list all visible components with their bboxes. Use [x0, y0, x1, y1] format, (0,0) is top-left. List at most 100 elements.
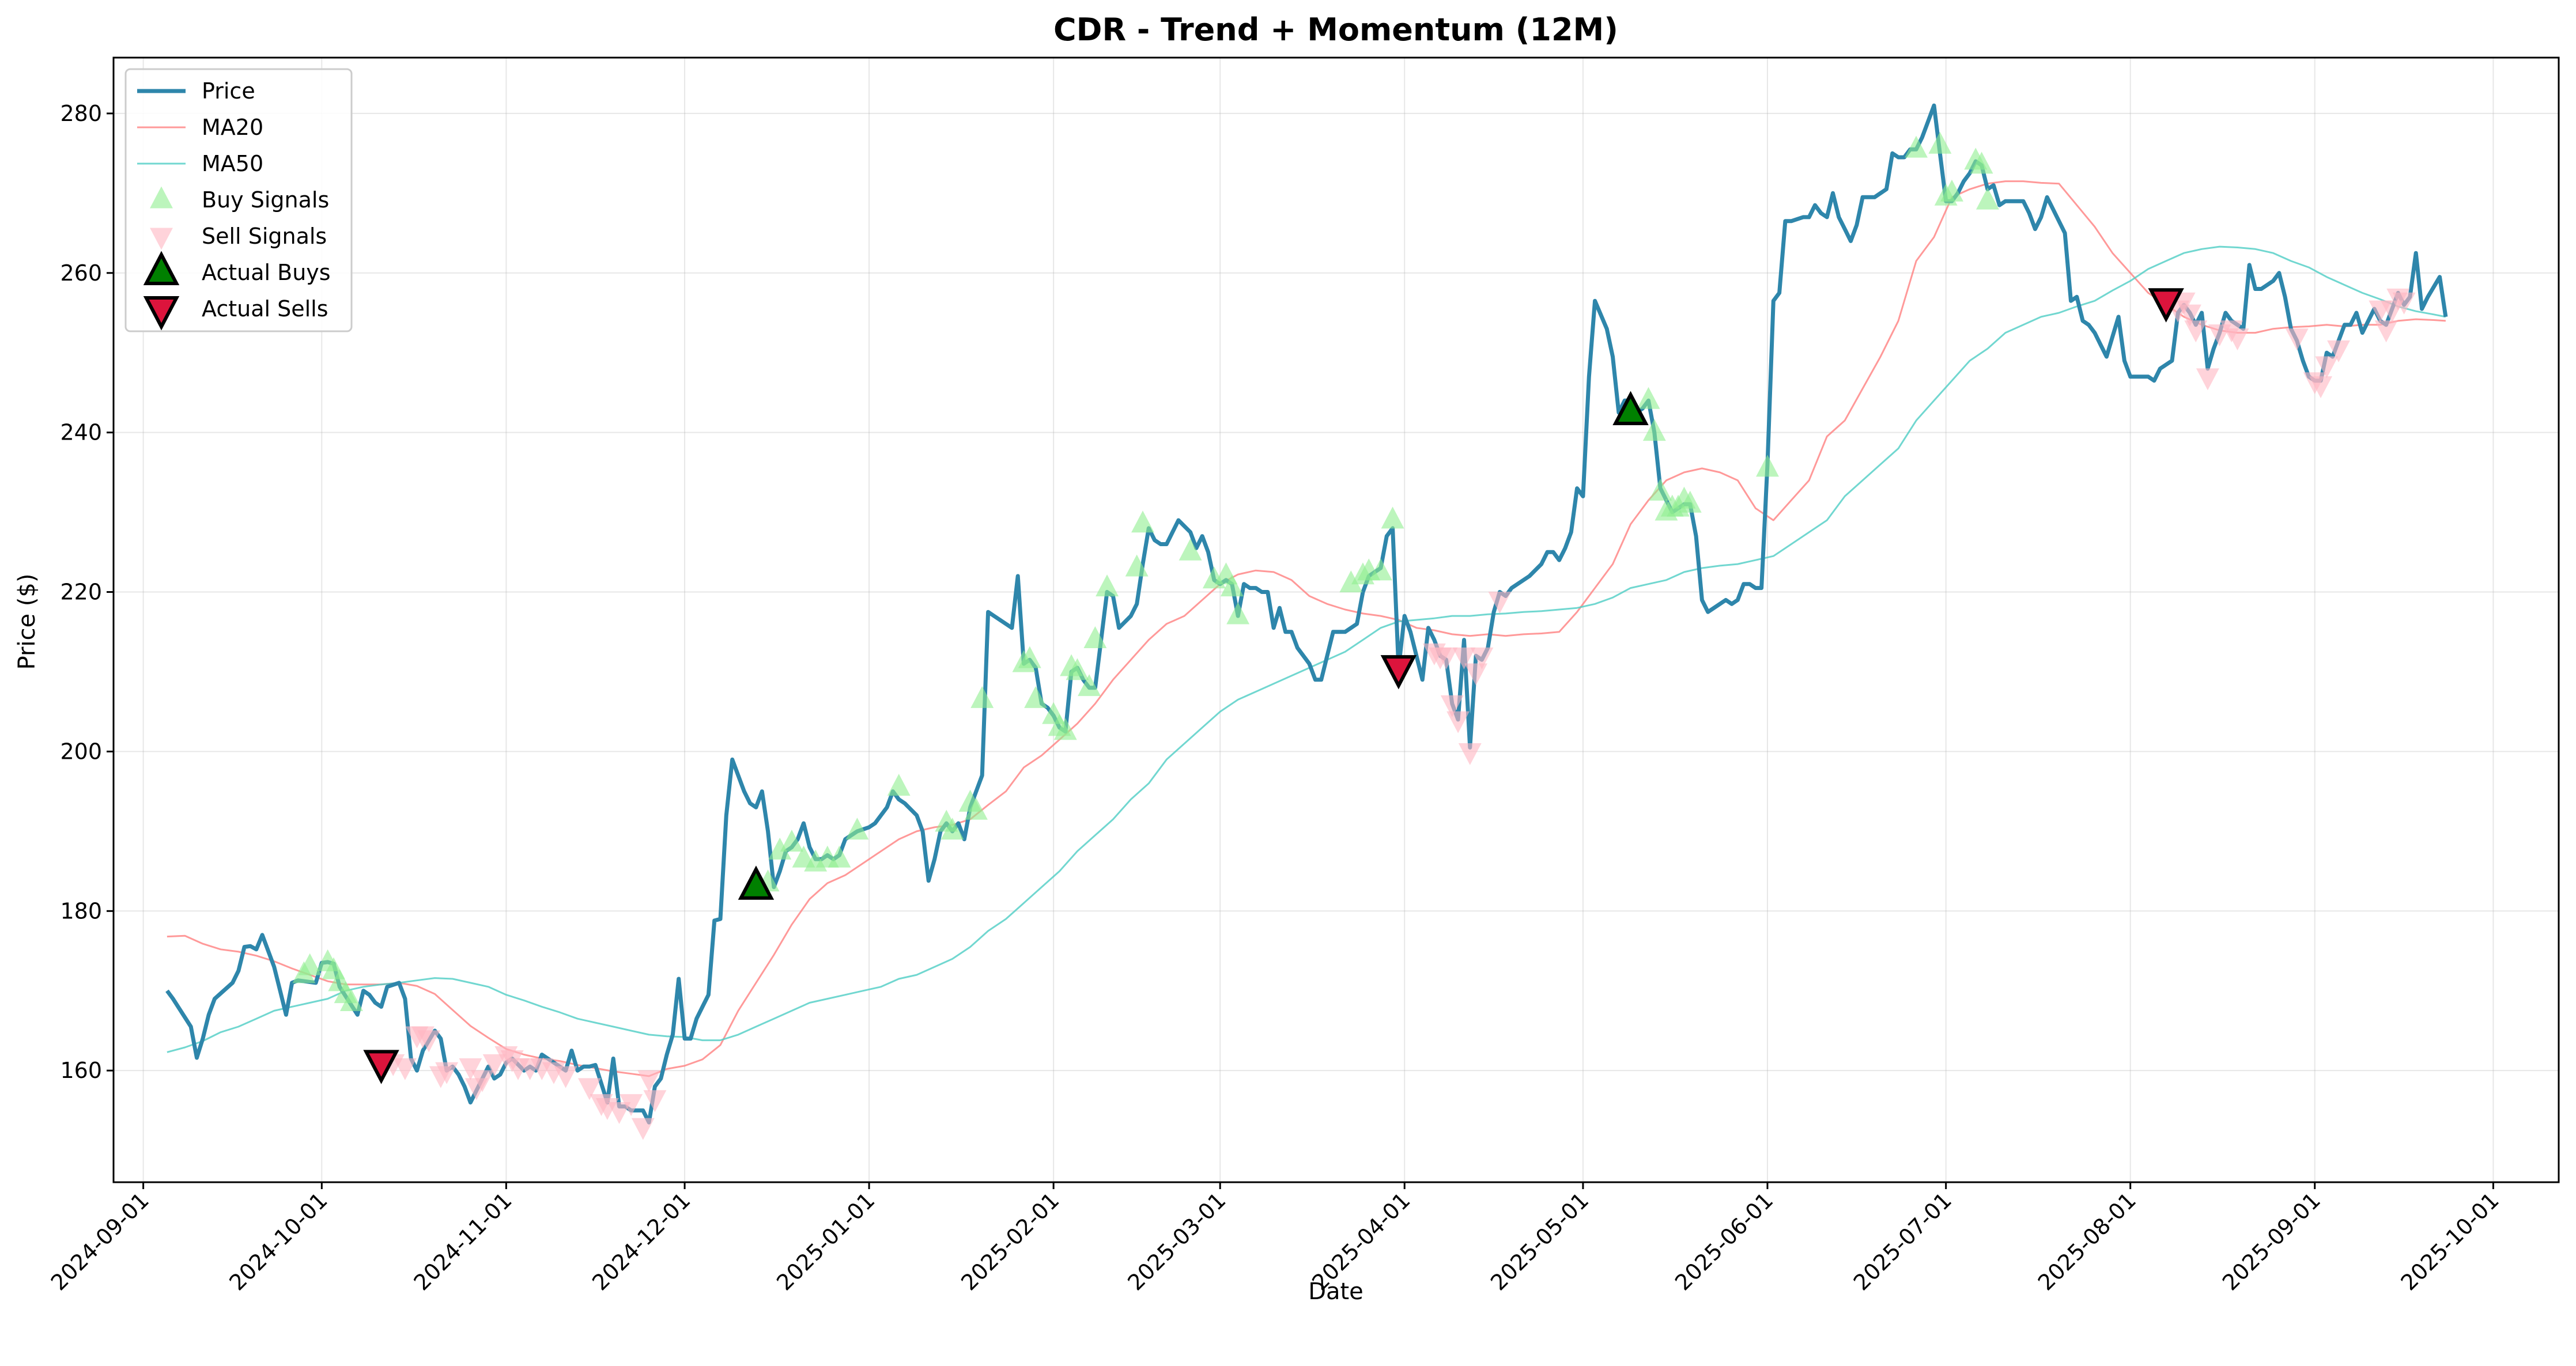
sell-signal-marker: [417, 1030, 441, 1053]
buy-signal-marker: [1131, 510, 1154, 533]
sell-signal-marker: [2178, 304, 2201, 327]
legend-swatch-sell-signals: [150, 228, 173, 250]
legend-box: [124, 68, 353, 332]
buy-signal-marker: [1018, 646, 1041, 668]
sell-signal-marker: [1458, 743, 1482, 765]
sell-signal-marker: [1434, 647, 1458, 669]
y-tick-label: 240: [60, 420, 102, 445]
sell-signal-marker: [577, 1078, 601, 1100]
y-tick-label: 180: [60, 898, 102, 924]
legend-label: Actual Sells: [202, 296, 328, 321]
buy-signal-marker: [780, 830, 803, 852]
y-tick-label: 280: [60, 101, 102, 126]
actual-sell-marker: [363, 1050, 399, 1084]
sell-signal-marker: [607, 1102, 631, 1124]
grid: [114, 58, 2559, 1182]
legend-label: Actual Buys: [202, 260, 331, 285]
actual-sell-marker: [2148, 288, 2184, 323]
buy-signal-marker: [1928, 131, 1952, 154]
buy-signal-marker: [1220, 574, 1244, 597]
buy-signal-marker: [1976, 187, 1999, 210]
sell-signal-marker: [2309, 376, 2333, 399]
legend-swatch-actual-buys: [143, 251, 180, 285]
buy-signal-marker: [1125, 554, 1149, 577]
legend-label: Price: [202, 78, 255, 104]
sell-signal-marker: [435, 1062, 459, 1084]
buy-signal-marker: [1179, 538, 1202, 561]
buy-signal-marker: [768, 837, 792, 860]
sell-signal-marker: [1470, 647, 1494, 669]
buy-signal-marker: [1226, 602, 1250, 625]
y-axis: 160 180 200 220 240 260 280: [60, 101, 114, 1083]
buy-signal-marker: [1940, 179, 1963, 202]
buy-signal-marker: [1381, 506, 1404, 529]
buy-signal-marker: [1066, 658, 1089, 680]
legend-swatch-actual-sells: [143, 296, 180, 331]
buy-signal-marker: [1637, 387, 1660, 409]
buy-signal-marker: [298, 953, 322, 975]
sell-signal-marker: [2374, 320, 2398, 343]
sell-signal-marker: [631, 1118, 655, 1140]
plot-frame: [112, 56, 2560, 1183]
buy-signal-marker: [828, 845, 851, 868]
y-tick-label: 200: [60, 739, 102, 764]
y-tick-label: 260: [60, 260, 102, 286]
legend-label: MA50: [202, 151, 263, 176]
sell-signal-marker: [2226, 328, 2249, 351]
buy-signal-marker: [339, 989, 363, 1011]
buy-signal-marker: [940, 818, 964, 840]
sell-signal-marker: [2327, 340, 2350, 362]
buy-signal-marker: [1339, 570, 1363, 593]
buy-signal-marker: [1970, 152, 1993, 174]
buy-signal-marker: [1905, 135, 1928, 158]
actual-buy-marker: [1612, 391, 1649, 426]
chart-title: CDR - Trend + Momentum (12M): [1053, 12, 1618, 48]
buy-signal-marker: [964, 797, 988, 820]
sell-signal-marker: [393, 1058, 417, 1080]
y-axis-label: Price ($): [14, 574, 40, 670]
actual-sell-marker: [1380, 655, 1417, 690]
legend-label: Buy Signals: [202, 187, 329, 213]
legend-swatch-buy-signals: [150, 186, 173, 209]
signal-markers: [292, 131, 2416, 1140]
sell-signal-marker: [2285, 328, 2309, 351]
y-tick-label: 220: [60, 580, 102, 605]
buy-signal-marker: [1369, 558, 1392, 581]
sell-signal-marker: [637, 1070, 661, 1092]
legend-label: Sell Signals: [202, 224, 327, 249]
sell-signal-marker: [1488, 591, 1512, 614]
sell-signal-marker: [1446, 711, 1470, 733]
buy-signal-marker: [1078, 674, 1101, 697]
buy-signal-marker: [1083, 626, 1107, 649]
buy-signal-marker: [887, 774, 911, 796]
buy-signal-marker: [970, 686, 994, 708]
y-tick-label: 160: [60, 1058, 102, 1083]
sell-signal-marker: [620, 1094, 643, 1117]
actual-buy-marker: [738, 865, 775, 900]
buy-signal-marker: [845, 818, 869, 840]
sell-signal-marker: [1452, 647, 1476, 669]
sell-signal-marker: [554, 1066, 577, 1088]
sell-signal-marker: [459, 1058, 482, 1080]
x-axis-label: Date: [1308, 1278, 1363, 1305]
buy-signal-marker: [1649, 478, 1672, 501]
buy-signal-marker: [1678, 490, 1702, 513]
sell-signal-marker: [2196, 368, 2219, 391]
sell-signal-marker: [643, 1090, 667, 1113]
sell-signal-marker: [471, 1070, 494, 1092]
sell-signal-marker: [482, 1054, 506, 1076]
buy-signal-marker: [1053, 718, 1077, 740]
legend: Price MA20 MA50 Buy Signals Sell Signals Actu…: [124, 68, 353, 332]
sell-signal-marker: [1440, 695, 1464, 717]
buy-signal-marker: [1024, 686, 1048, 708]
buy-signal-marker: [1096, 574, 1119, 597]
buy-signal-marker: [1642, 419, 1666, 441]
legend-label: MA20: [202, 115, 263, 140]
buy-signal-marker: [1756, 455, 1779, 477]
sell-signal-marker: [2315, 356, 2339, 379]
series-line-price: [165, 103, 2448, 1125]
sell-signal-marker: [2392, 292, 2416, 315]
sell-signal-marker: [2184, 320, 2208, 343]
